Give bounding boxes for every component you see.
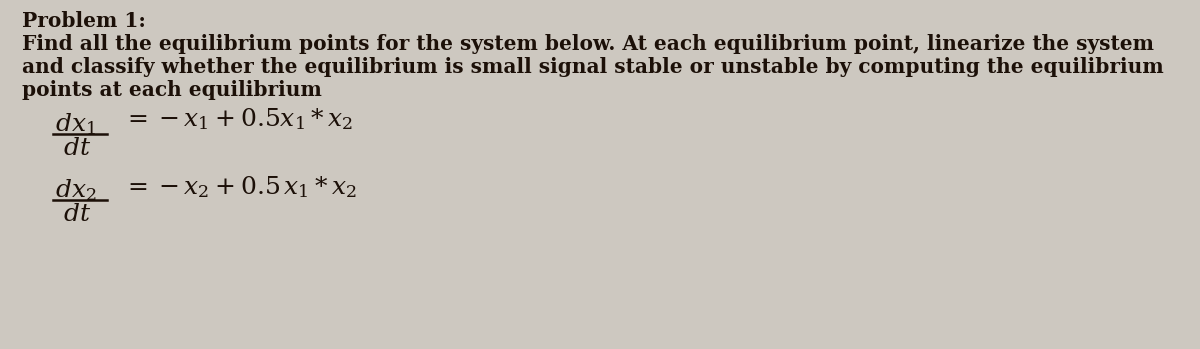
Text: $dx_1$: $dx_1$ [55, 111, 96, 137]
Text: and classify whether the equilibrium is small signal stable or unstable by compu: and classify whether the equilibrium is … [22, 57, 1164, 77]
Text: Find all the equilibrium points for the system below. At each equilibrium point,: Find all the equilibrium points for the … [22, 34, 1154, 54]
Text: $dt$: $dt$ [64, 136, 91, 160]
Text: points at each equilibrium: points at each equilibrium [22, 80, 322, 100]
Text: Problem 1:: Problem 1: [22, 11, 146, 31]
Text: $= -x_2+0.5\,x_1*x_2$: $= -x_2+0.5\,x_1*x_2$ [122, 174, 358, 200]
Text: $dt$: $dt$ [64, 202, 91, 226]
Text: $dx_2$: $dx_2$ [55, 177, 96, 203]
Text: $= -x_1+0.5x_1*x_2$: $= -x_1+0.5x_1*x_2$ [122, 106, 353, 132]
